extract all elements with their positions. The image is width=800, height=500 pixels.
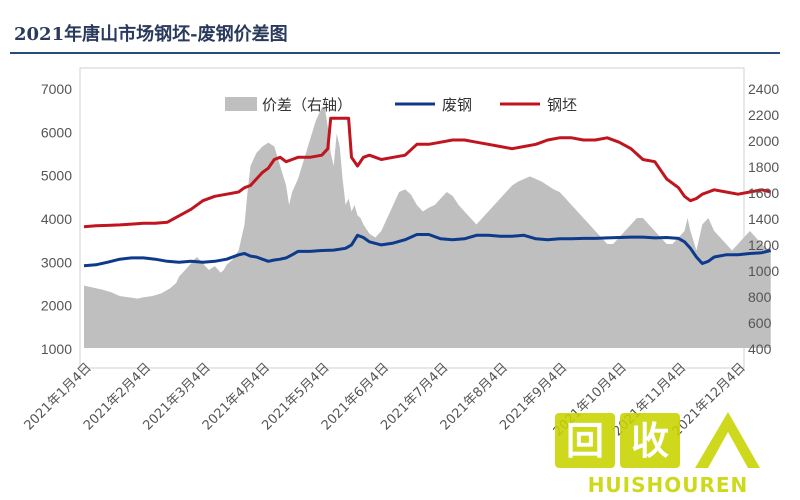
legend-label: 废钢: [442, 96, 472, 114]
right-tick-label: 1600: [748, 185, 779, 201]
legend-swatch: [225, 97, 257, 111]
watermark-brand-char-2: 收: [631, 419, 669, 463]
billet-line: [83, 116, 772, 229]
left-tick-label: 4000: [41, 211, 72, 227]
right-tick-label: 2200: [748, 107, 779, 123]
plot-frame: [79, 67, 745, 369]
right-tick-label: 1400: [748, 211, 779, 227]
right-tick-label: 1200: [748, 237, 779, 253]
spread-area: [84, 107, 771, 348]
left-tick-label: 6000: [41, 124, 72, 140]
spread-area-layer: [84, 107, 771, 348]
legend-label: 价差（右轴）: [262, 96, 352, 114]
right-tick-label: 2000: [748, 133, 779, 149]
right-tick-label: 2400: [748, 81, 779, 97]
left-axis-ticks: 1000 2000 3000 4000 5000 6000 7000: [41, 81, 72, 357]
right-axis-ticks: 400 600 800 1000 1200 1400 1600 1800 2000 2200 240…: [748, 81, 779, 357]
scrap-steel-line: [83, 233, 772, 268]
price-lines-layer: [83, 116, 772, 268]
right-tick-label: 600: [748, 315, 772, 331]
watermark-leaf-icon: [695, 412, 760, 468]
watermark-logo: 回 收 HUISHOUREN: [555, 412, 760, 497]
watermark-domain: HUISHOUREN: [588, 473, 749, 497]
title-rule: [10, 52, 780, 54]
right-tick-label: 1800: [748, 159, 779, 175]
left-tick-label: 2000: [41, 298, 72, 314]
legend-label: 钢坯: [547, 96, 577, 114]
watermark-brand-char-1: 回: [566, 419, 604, 463]
right-tick-label: 800: [748, 289, 772, 305]
left-tick-label: 7000: [41, 81, 72, 97]
right-tick-label: 400: [748, 341, 772, 357]
left-tick-label: 1000: [41, 341, 72, 357]
left-tick-label: 3000: [41, 254, 72, 270]
right-tick-label: 1000: [748, 263, 779, 279]
left-tick-label: 5000: [41, 168, 72, 184]
legend: 价差（右轴） 废钢 钢坯: [225, 96, 577, 114]
chart-title: 2021年唐山市场钢坯-废钢价差图: [14, 24, 288, 45]
